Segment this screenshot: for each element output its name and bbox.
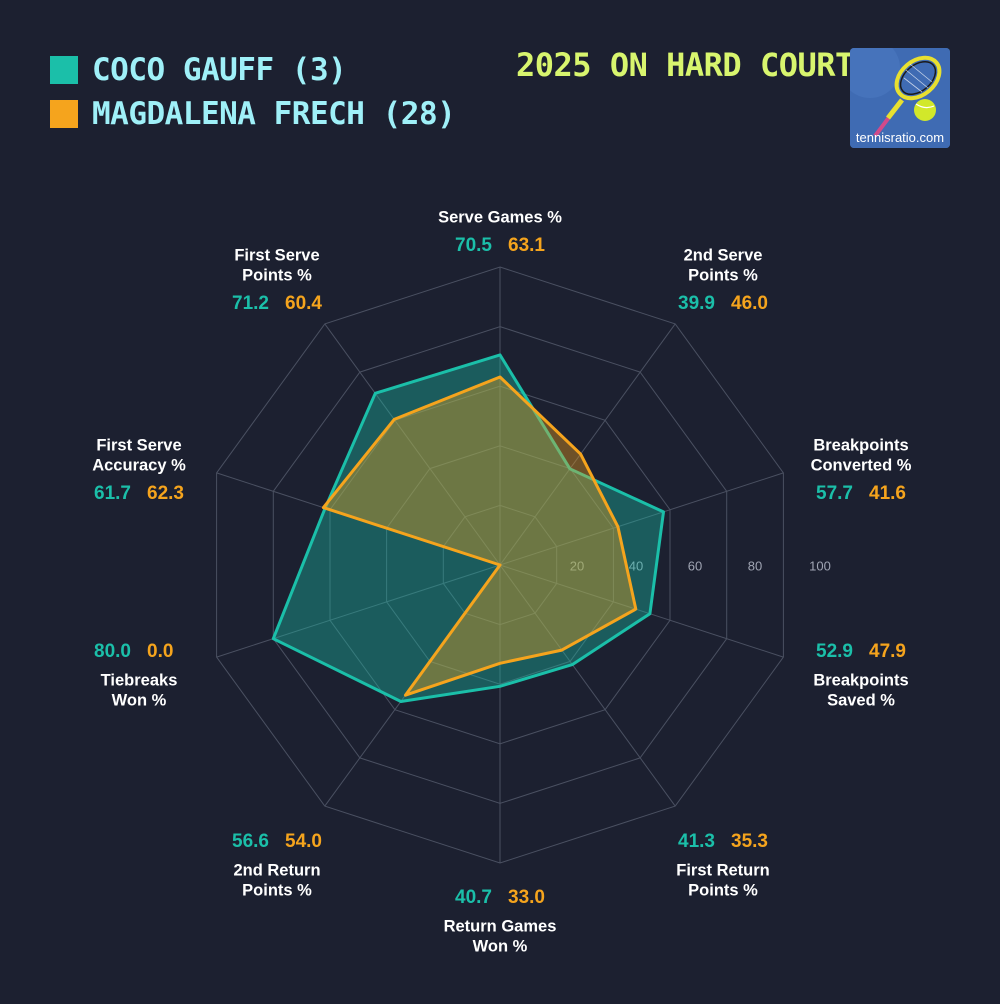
grid-spoke (216, 564, 501, 658)
axis-label: 2nd Return (233, 861, 320, 879)
axis-label: Accuracy % (92, 456, 186, 474)
value-label-player2: 63.1 (508, 235, 545, 256)
value-label-player2: 33.0 (508, 887, 545, 908)
axis-label: First Serve (234, 246, 319, 264)
tennisratio-logo[interactable]: tennisratio.com (850, 48, 950, 148)
value-label-player1: 70.5 (455, 235, 492, 256)
tennis-racket-ball-icon (850, 48, 950, 148)
axis-label: Won % (112, 691, 167, 709)
value-label-player2: 41.6 (869, 483, 906, 504)
axis-label: Points % (688, 881, 758, 899)
legend-label-player1: COCO GAUFF (3) (92, 52, 347, 88)
axis-label: First Return (676, 861, 770, 879)
axis-label: Serve Games % (438, 208, 562, 226)
grid-spoke (499, 564, 784, 658)
axis-label: Breakpoints (813, 671, 908, 689)
value-label-player2: 46.0 (731, 293, 768, 314)
value-label-player1: 57.7 (816, 483, 853, 504)
value-label-player1: 52.9 (816, 641, 853, 662)
axis-label: Won % (473, 937, 528, 955)
axis-label: Saved % (827, 691, 895, 709)
value-label-player2: 35.3 (731, 831, 768, 852)
legend-label-player2: MAGDALENA FRECH (28) (92, 96, 456, 132)
logo-text: tennisratio.com (855, 130, 945, 145)
series-area-player1 (271, 353, 665, 703)
axis-label: Breakpoints (813, 436, 908, 454)
ring-label: 100 (809, 558, 831, 573)
grid-spoke (324, 323, 501, 566)
grid-spoke (499, 472, 784, 566)
value-label-player1: 80.0 (94, 641, 131, 662)
value-label-player1: 71.2 (232, 293, 269, 314)
value-label-player1: 56.6 (232, 831, 269, 852)
ring-label: 60 (688, 558, 702, 573)
ring-label: 40 (629, 558, 643, 573)
value-label-player1: 39.9 (678, 293, 715, 314)
axis-label: Tiebreaks (101, 671, 178, 689)
value-label-player2: 54.0 (285, 831, 322, 852)
axis-label: Converted % (811, 456, 912, 474)
value-label-player2: 62.3 (147, 483, 184, 504)
axis-label: Points % (688, 266, 758, 284)
axis-label: Points % (242, 881, 312, 899)
legend: COCO GAUFF (3) MAGDALENA FRECH (28) (50, 48, 456, 136)
axis-label: 2nd Serve (684, 246, 763, 264)
legend-item-player2: MAGDALENA FRECH (28) (50, 92, 456, 136)
value-label-player1: 40.7 (455, 887, 492, 908)
axis-label: Points % (242, 266, 312, 284)
ring-label: 80 (748, 558, 762, 573)
value-label-player2: 47.9 (869, 641, 906, 662)
legend-item-player1: COCO GAUFF (3) (50, 48, 455, 92)
ring-label: 20 (570, 558, 584, 573)
axis-label: First Serve (96, 436, 181, 454)
value-label-player2: 60.4 (285, 293, 322, 314)
series-area-player2 (321, 375, 638, 697)
legend-swatch-player2 (50, 100, 78, 128)
grid-spoke (499, 564, 676, 807)
chart-title: 2025 ON HARD COURTS (516, 46, 873, 84)
legend-swatch-player1 (50, 56, 78, 84)
axis-label: Return Games (444, 917, 557, 935)
value-label-player2: 0.0 (147, 641, 173, 662)
grid-spoke (499, 323, 676, 566)
value-label-player1: 41.3 (678, 831, 715, 852)
value-label-player1: 61.7 (94, 483, 131, 504)
